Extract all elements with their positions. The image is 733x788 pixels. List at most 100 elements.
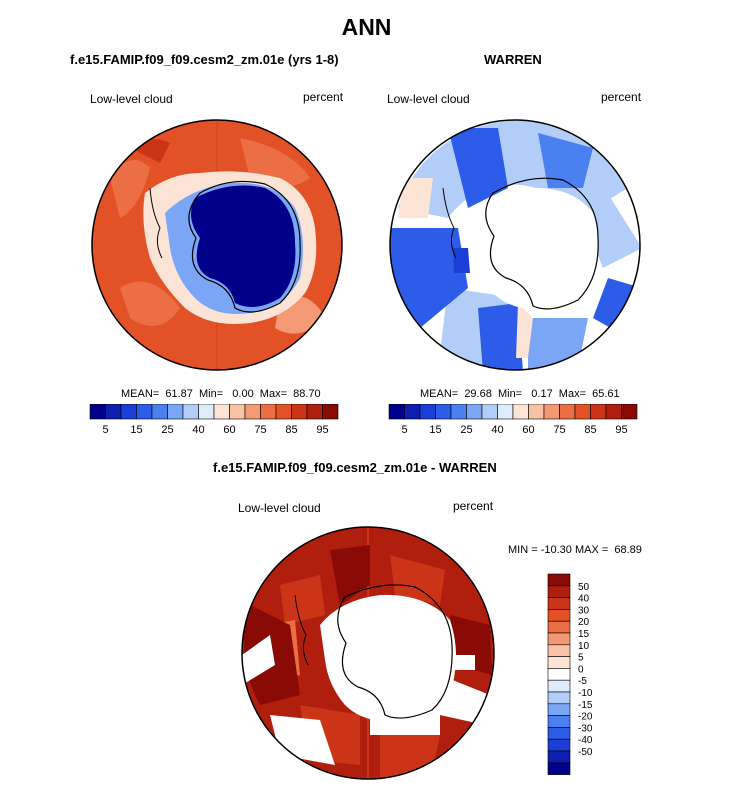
panel1-colorbar-box <box>244 404 261 420</box>
panel1-colorbar-label: 15 <box>130 424 142 436</box>
panel3-colorbar-box <box>547 597 571 610</box>
panel2-colorbar-label: 25 <box>460 424 472 436</box>
panel1-colorbar-box <box>136 404 153 420</box>
panel1-colorbar-box <box>151 404 168 420</box>
panel2-colorbar-box <box>404 404 421 420</box>
panel1-colorbar: 5 15 25 40 60 75 85 95 <box>89 404 339 436</box>
panel3-colorbar-label: 50 <box>578 582 590 593</box>
panel2-field-label: Low-level cloud <box>387 92 470 106</box>
panel3-missing-patch <box>440 675 490 725</box>
panel2-coastline <box>485 177 599 310</box>
panel2-ring-sector <box>516 303 533 358</box>
panel2-colorbar-box <box>435 404 452 420</box>
panel3-patch <box>390 555 445 605</box>
panel2-ring-sector <box>528 318 588 370</box>
panel3-field-label: Low-level cloud <box>238 501 321 515</box>
panel3-colorbar-label: -15 <box>578 700 593 711</box>
panel3-peninsula-coast <box>294 594 309 666</box>
panel2-map-border <box>389 119 641 371</box>
panel2-colorbar-box <box>388 404 405 420</box>
panel1-title: f.e15.FAMIP.f09_f09.cesm2_zm.01e (yrs 1-… <box>70 52 339 67</box>
panel1-patch <box>120 281 180 326</box>
panel1-antarctic-ice <box>191 185 296 307</box>
panel3-interior-missing <box>320 594 456 721</box>
panel2-colorbar-label: 5 <box>401 424 407 436</box>
panel2-colorbar-label: 60 <box>522 424 534 436</box>
panel1-colorbar-box <box>182 404 199 420</box>
panel2-colorbar-box <box>419 404 436 420</box>
panel3-colorbar-label: 30 <box>578 605 590 616</box>
panel1-colorbar-box <box>291 404 308 420</box>
panel3-colorbar-label: 10 <box>578 641 590 652</box>
panel2-colorbar-label: 15 <box>429 424 441 436</box>
panel3-colorbar-box <box>547 703 571 716</box>
panel3-colorbar-box <box>547 679 571 693</box>
panel2-ring-sector <box>538 133 593 188</box>
panel3-colorbar-box <box>547 715 571 728</box>
panel3-patch <box>280 575 325 625</box>
panel3-map <box>241 526 495 780</box>
panel2-colorbar-label: 75 <box>553 424 565 436</box>
panel2-colorbar-box <box>574 404 591 420</box>
panel2-colorbar-box <box>590 404 607 420</box>
panel1-map-border <box>91 119 343 371</box>
panel1-colorbar-box <box>260 404 277 420</box>
panel2-colorbar-label: 40 <box>491 424 503 436</box>
panel2-colorbar-box <box>559 404 576 420</box>
panel3-colorbar-box <box>547 644 571 657</box>
panel2-units-label: percent <box>601 90 642 104</box>
panel3-units-label: percent <box>453 499 494 513</box>
panel1-colorbar-box <box>167 404 184 420</box>
panel1-colorbar-box <box>105 404 122 420</box>
panel1-field-label: Low-level cloud <box>90 92 173 106</box>
panel3-missing-patch <box>242 635 275 685</box>
panel2-title: WARREN <box>484 52 542 67</box>
panel1-coastline <box>188 180 301 313</box>
panel2-stats: MEAN= 29.68 Min= 0.17 Max= 65.61 <box>420 388 620 400</box>
panel1-colorbar-label: 25 <box>161 424 173 436</box>
panel2-ring-sector <box>448 128 508 208</box>
panel3-colorbar-label: 15 <box>578 629 590 640</box>
panel3-colorbar-label: 5 <box>578 653 584 664</box>
panel1-colorbar-label: 75 <box>254 424 266 436</box>
panel3-colorbar-box <box>547 738 571 752</box>
panel2-ring-sector <box>453 248 470 273</box>
panel2-colorbar-box <box>621 404 638 420</box>
panel1-patch <box>110 160 150 218</box>
panel3-colorbar-label: -10 <box>578 688 593 699</box>
panel3-map-border <box>241 526 495 780</box>
panel2-peninsula-coast <box>442 187 457 259</box>
panel3-colorbar-label: -20 <box>578 712 593 723</box>
panel2-colorbar-box <box>481 404 498 420</box>
panel2-ring-sector <box>478 303 523 370</box>
main-title: ANN <box>341 14 392 40</box>
panel1-map <box>91 119 343 371</box>
panel2-colorbar-box <box>450 404 467 420</box>
panel3-colorbar-label: -5 <box>578 676 587 687</box>
panel3-colorbar-box <box>547 691 571 705</box>
panel3-coastline <box>337 584 453 719</box>
panel3-colorbar-box <box>547 573 571 587</box>
panel3-colorbar-label: -40 <box>578 735 593 746</box>
panel1-colorbar-box <box>120 404 137 420</box>
panel1-colorbar-box <box>322 404 339 420</box>
panel3-colorbar-label: -50 <box>578 747 593 758</box>
panel3-colorbar-label: 0 <box>578 664 584 675</box>
panel1-units-label: percent <box>303 90 344 104</box>
panel3-colorbar-box <box>547 727 571 740</box>
panel1-peninsula-coast <box>149 187 163 259</box>
panel2-colorbar: 5 15 25 40 60 75 85 95 <box>388 404 638 436</box>
panel2-colorbar-label: 85 <box>584 424 596 436</box>
panel3-colorbar-box <box>547 668 571 681</box>
panel1-colorbar-box <box>89 404 106 420</box>
panel3-colorbar-box <box>547 620 571 634</box>
panel3-colorbar-label: -30 <box>578 723 593 734</box>
panel1-colorbar-box <box>213 404 230 420</box>
panel1-colorbar-box <box>229 404 246 420</box>
panel1-colorbar-box <box>306 404 323 420</box>
panel1-colorbar-label: 60 <box>223 424 235 436</box>
panel2-colorbar-box <box>466 404 483 420</box>
panel2-colorbar-box <box>512 404 529 420</box>
panel3-stats: MIN = -10.30 MAX = 68.89 <box>508 544 642 556</box>
